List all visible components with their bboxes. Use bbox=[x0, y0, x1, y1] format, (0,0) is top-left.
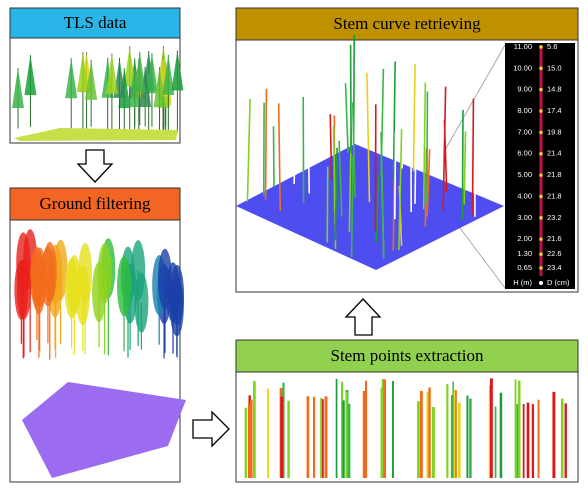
diameter-value: 21.8 bbox=[547, 191, 562, 200]
tree-crown bbox=[117, 256, 131, 316]
measure-dot bbox=[539, 67, 543, 71]
diameter-value: 14.8 bbox=[547, 85, 562, 94]
tree-crown bbox=[98, 243, 112, 303]
diameter-value: 5.6 bbox=[547, 42, 557, 51]
diameter-value: 19.8 bbox=[547, 127, 562, 136]
base-dot bbox=[539, 281, 543, 285]
stem bbox=[395, 132, 396, 219]
stem bbox=[273, 126, 274, 186]
height-value: 10.00 bbox=[513, 63, 532, 72]
stem-curve-title: Stem curve retrieving bbox=[333, 14, 481, 33]
tree-crown bbox=[170, 265, 184, 325]
diameter-value: 23.2 bbox=[547, 213, 562, 222]
measure-dot bbox=[539, 173, 543, 177]
measure-dot bbox=[539, 266, 543, 270]
diameter-value: 22.6 bbox=[547, 249, 562, 258]
stem bbox=[427, 91, 428, 202]
measure-dot bbox=[539, 216, 543, 220]
height-value: 3.00 bbox=[517, 213, 532, 222]
measure-dot bbox=[539, 109, 543, 113]
tls-title: TLS data bbox=[64, 13, 127, 32]
stem bbox=[472, 99, 473, 215]
diameter-value: 21.4 bbox=[547, 149, 562, 158]
diameter-value: 21.8 bbox=[547, 170, 562, 179]
measure-dot bbox=[539, 152, 543, 156]
height-value: 9.00 bbox=[517, 85, 532, 94]
measure-dot bbox=[539, 45, 543, 49]
ground-title: Ground filtering bbox=[40, 194, 151, 213]
tree-crown bbox=[131, 240, 145, 300]
measure-dot bbox=[539, 195, 543, 199]
height-value: 6.00 bbox=[517, 149, 532, 158]
stem bbox=[266, 89, 267, 200]
tree-crown bbox=[158, 249, 172, 309]
tree-crown bbox=[17, 259, 31, 319]
d-label: D (cm) bbox=[547, 278, 570, 287]
height-value: 4.00 bbox=[517, 191, 532, 200]
measure-dot bbox=[539, 237, 543, 241]
height-value: 11.00 bbox=[514, 42, 532, 51]
stem-points-title: Stem points extraction bbox=[331, 346, 484, 365]
diameter-value: 21.6 bbox=[547, 234, 562, 243]
height-value: 5.00 bbox=[517, 170, 532, 179]
tree-crown bbox=[41, 246, 55, 306]
stem bbox=[351, 45, 352, 153]
height-value: 2.00 bbox=[517, 234, 532, 243]
measure-dot bbox=[539, 88, 543, 92]
diameter-value: 23.4 bbox=[547, 263, 562, 272]
diameter-value: 15.0 bbox=[547, 63, 562, 72]
measure-dot bbox=[539, 252, 543, 256]
stem bbox=[462, 110, 463, 220]
height-value: 0.65 bbox=[517, 263, 532, 272]
arrow-down bbox=[78, 150, 112, 182]
arrow-right bbox=[193, 412, 229, 446]
measure-dot bbox=[539, 131, 543, 135]
h-label: H (m) bbox=[513, 278, 532, 287]
arrow-up bbox=[346, 299, 380, 335]
height-value: 7.00 bbox=[517, 127, 532, 136]
height-value: 8.00 bbox=[517, 106, 532, 115]
tree-crown bbox=[65, 258, 79, 318]
diameter-value: 17.4 bbox=[547, 106, 562, 115]
height-value: 1.30 bbox=[517, 249, 532, 258]
